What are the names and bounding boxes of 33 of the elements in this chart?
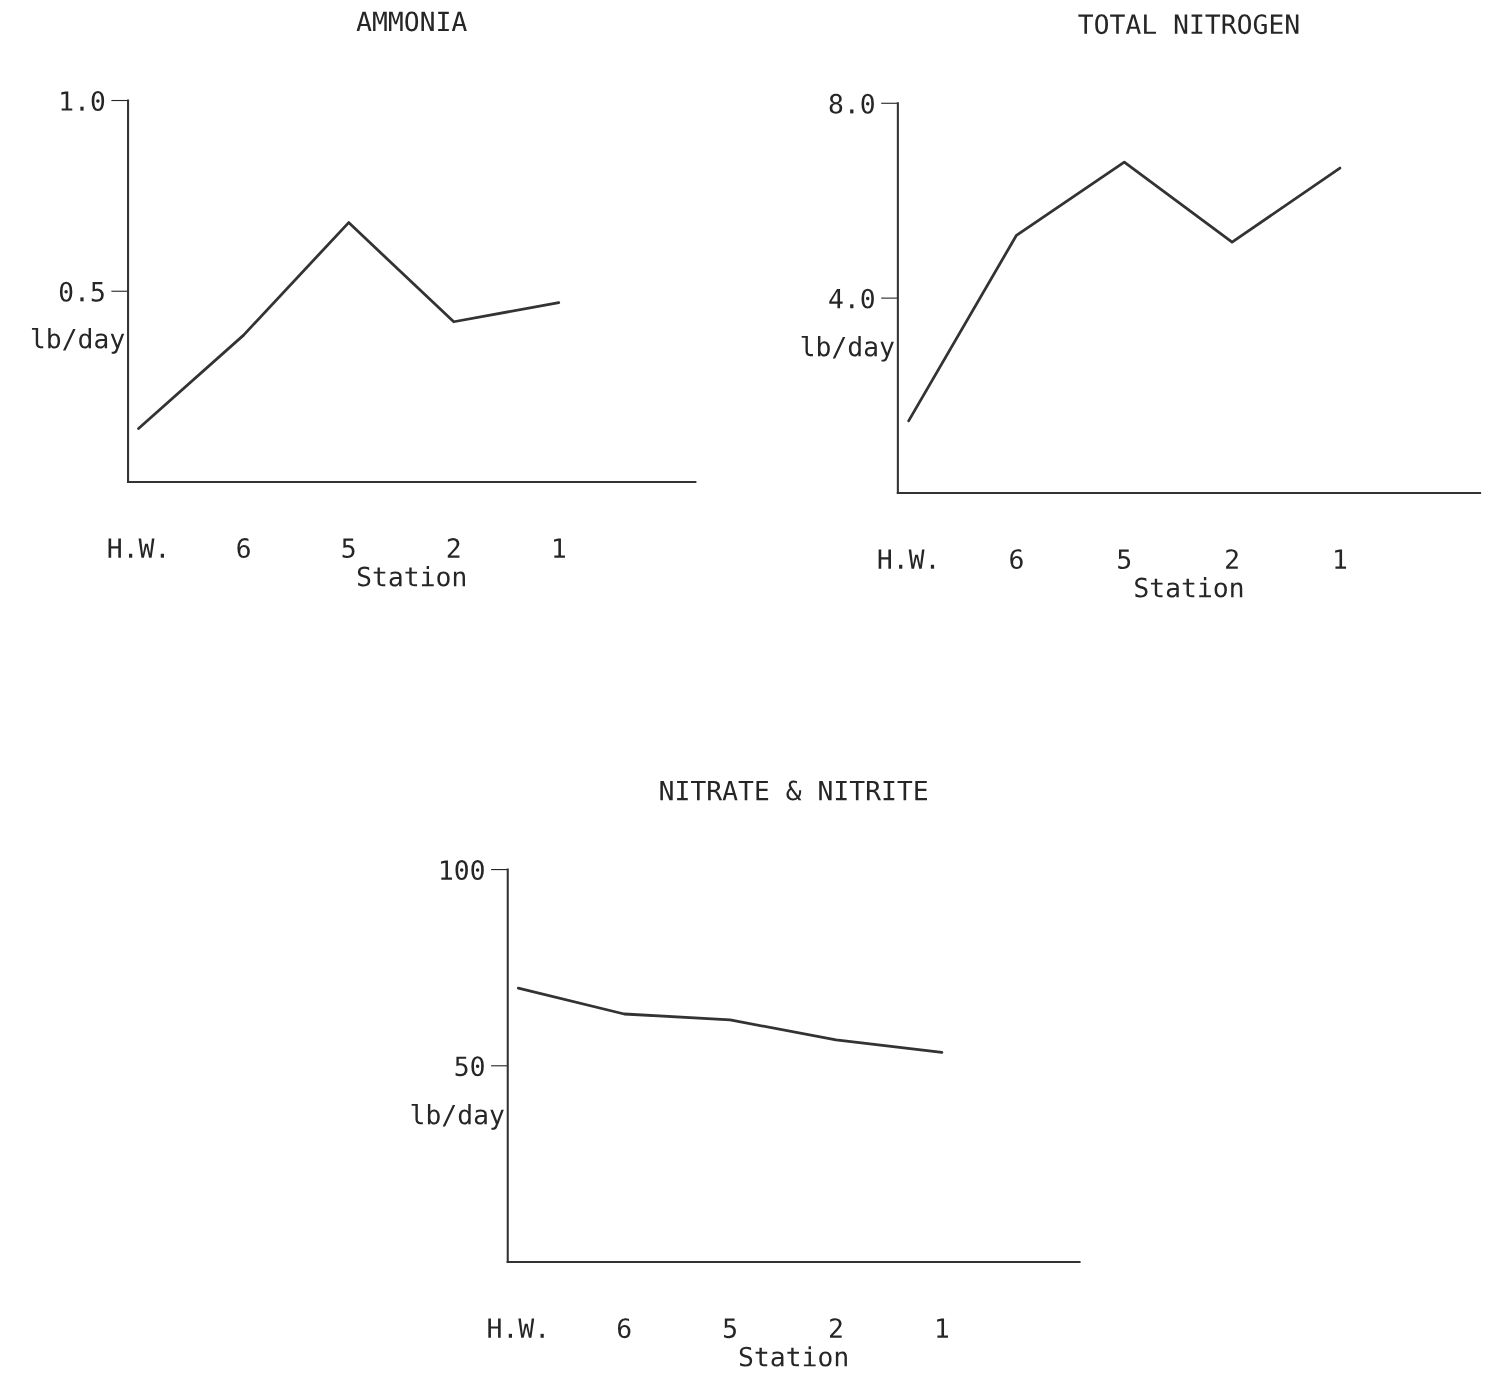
line-series — [516, 986, 944, 1054]
x-tick-label: H.W. — [488, 1318, 544, 1338]
y-axis-title: lb/day — [801, 335, 894, 362]
x-tick-label: H.W. — [878, 549, 935, 569]
x-tick-label: 6 — [237, 538, 250, 559]
x-tick-label: 5 — [724, 1318, 736, 1339]
x-tick-label: H.W. — [108, 538, 164, 558]
x-tick-label: 6 — [617, 1318, 631, 1339]
chart-title: NITRATE & NITRITE — [660, 780, 927, 801]
y-axis-title: lb/day — [411, 1103, 504, 1130]
y-tick-label: 4.0 — [829, 288, 874, 309]
x-tick-label: 5 — [342, 538, 355, 559]
x-tick-label: 2 — [447, 538, 460, 558]
x-tick-label: 2 — [830, 1318, 842, 1338]
y-tick-label: 1.0 — [61, 91, 105, 111]
x-tick-label: 5 — [1118, 549, 1131, 570]
y-tick-label: 50 — [455, 1056, 484, 1077]
x-tick-label: 1 — [1335, 549, 1347, 569]
x-axis-title: Station — [357, 566, 465, 587]
x-tick-label: 1 — [554, 538, 565, 558]
line-series — [137, 221, 561, 430]
x-tick-label: 2 — [1226, 549, 1238, 569]
chart-title: AMMONIA — [356, 11, 467, 32]
y-tick-label: 100 — [441, 860, 484, 881]
y-axis-title: lb/day — [31, 327, 125, 354]
chart-title: TOTAL NITROGEN — [1078, 14, 1299, 35]
x-axis-title: Station — [1135, 577, 1243, 598]
y-tick-label: 0.5 — [59, 281, 104, 302]
x-tick-label: 6 — [1010, 549, 1023, 570]
y-tick-label: 8.0 — [829, 93, 874, 114]
x-axis-title: Station — [739, 1346, 847, 1367]
line-series — [907, 160, 1342, 423]
x-tick-label: 1 — [937, 1318, 949, 1338]
